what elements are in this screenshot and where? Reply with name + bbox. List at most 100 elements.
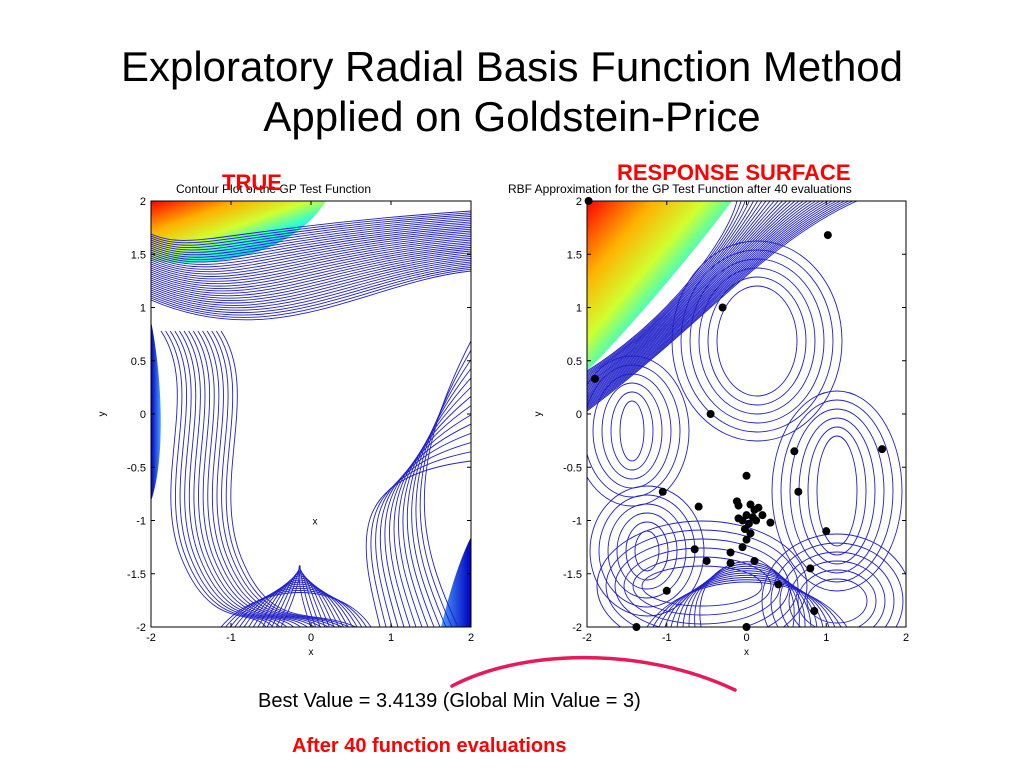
contour-line xyxy=(682,568,812,627)
contour-line xyxy=(151,230,471,268)
slide-title: Exploratory Radial Basis Function Method… xyxy=(0,42,1024,142)
contour-line xyxy=(587,201,812,397)
contour-line xyxy=(587,201,833,404)
contour-line xyxy=(587,201,742,373)
contour-line xyxy=(183,330,301,627)
y-axis-label: y xyxy=(97,412,108,417)
evaluation-point xyxy=(662,586,671,595)
y-tick-label: 0 xyxy=(576,409,582,421)
contour-line xyxy=(151,259,471,306)
contour-line xyxy=(587,201,804,394)
contour-line xyxy=(587,201,767,382)
evaluation-point xyxy=(794,487,803,496)
y-tick-label: -2 xyxy=(136,622,146,634)
contour-line xyxy=(780,399,894,583)
contour-line xyxy=(151,257,471,304)
y-tick-label: -2 xyxy=(572,622,582,634)
evaluation-point xyxy=(746,529,755,538)
contour-line xyxy=(652,579,842,627)
response-surface-label: RESPONSE SURFACE xyxy=(617,160,851,185)
highlight-arc xyxy=(450,655,737,692)
contour-line xyxy=(716,285,798,397)
contour-line xyxy=(587,201,750,376)
contour-line xyxy=(601,382,663,480)
true-label: TRUE xyxy=(222,170,282,195)
contour-line xyxy=(415,359,471,627)
contour-line xyxy=(151,268,471,318)
x-tick-label: 0 xyxy=(743,632,749,644)
contour-line xyxy=(807,426,867,556)
contour-line xyxy=(275,567,317,627)
contour-line xyxy=(388,414,471,627)
contour-line xyxy=(179,330,294,627)
contour-line xyxy=(402,386,471,627)
best-value-text: Best Value = 3.4139 (Global Min Value = … xyxy=(258,690,641,712)
evaluation-point xyxy=(658,487,667,496)
y-tick-label: 2 xyxy=(140,196,146,208)
contour-line xyxy=(151,256,471,302)
contour-line xyxy=(789,408,885,574)
x-tick-label: 1 xyxy=(823,632,829,644)
contour-line xyxy=(197,330,322,627)
x-axis-label: x xyxy=(744,647,749,658)
right-plot-title: RBF Approximation for the GP Test Functi… xyxy=(508,182,852,196)
title-line-2: Applied on Goldstein-Price xyxy=(263,93,761,140)
contour-line xyxy=(151,248,471,292)
contour-line xyxy=(151,266,471,316)
contour-line xyxy=(676,570,818,627)
evaluation-point xyxy=(790,447,799,456)
x-tick-label: -2 xyxy=(582,632,592,644)
contour-line xyxy=(587,201,779,386)
contour-line xyxy=(688,566,806,627)
evaluation-point xyxy=(823,231,832,240)
evaluation-point xyxy=(690,545,699,554)
y-tick-label: 0.5 xyxy=(567,356,582,368)
contour-line xyxy=(393,405,471,627)
contour-line xyxy=(151,228,471,265)
contour-line xyxy=(151,241,471,282)
contour-line xyxy=(151,212,471,244)
contour-line xyxy=(169,330,281,627)
contour-line xyxy=(151,219,471,253)
evaluation-point xyxy=(718,303,727,312)
evaluation-point xyxy=(738,543,747,552)
contour-line xyxy=(206,330,336,627)
contour-line xyxy=(625,521,669,581)
contour-line xyxy=(587,201,796,391)
contour-line xyxy=(211,330,343,627)
contour-line xyxy=(607,503,687,599)
contour-line xyxy=(229,587,363,627)
contour-line xyxy=(174,330,288,627)
evaluation-point xyxy=(742,471,751,480)
contour-line xyxy=(280,565,312,627)
contour-line xyxy=(671,240,843,442)
contour-line xyxy=(587,201,829,402)
contour-line xyxy=(605,529,799,627)
contour-line xyxy=(151,261,471,309)
evaluation-point xyxy=(590,374,599,383)
contour-line xyxy=(587,201,775,384)
contour-line xyxy=(779,551,895,627)
x-tick-label: -1 xyxy=(662,632,672,644)
x-axis-label: x xyxy=(309,647,314,658)
x-tick-label: 1 xyxy=(388,632,394,644)
contour-line xyxy=(587,201,854,410)
contour-line xyxy=(587,201,816,398)
evaluation-point xyxy=(766,518,775,527)
contour-line xyxy=(770,542,904,627)
contour-line xyxy=(384,423,471,627)
contour-line xyxy=(151,232,471,270)
contour-line xyxy=(216,330,350,627)
y-tick-label: 2 xyxy=(576,196,582,208)
high-value-region xyxy=(587,201,732,371)
contour-line xyxy=(698,267,816,415)
contour-line xyxy=(634,530,660,572)
contour-line xyxy=(151,252,471,297)
contour-line xyxy=(816,435,858,547)
contour-line xyxy=(151,250,471,294)
contour-line xyxy=(165,330,274,627)
contour-line xyxy=(151,223,471,258)
contour-line xyxy=(646,581,848,627)
y-tick-label: -1 xyxy=(136,516,146,528)
